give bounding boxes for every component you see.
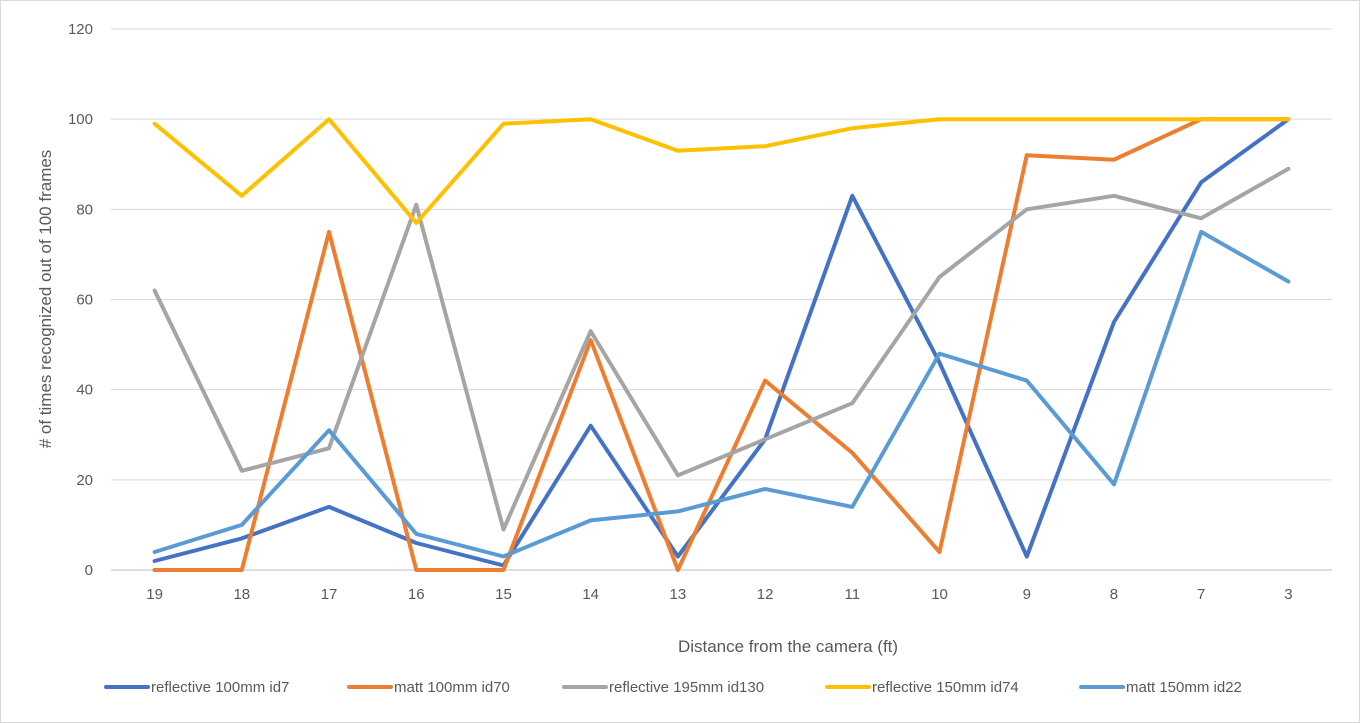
x-axis-ticks: 19 18 17 16 15 14 13 12 11 10 9 8 7 3 xyxy=(146,586,1292,603)
series-line xyxy=(152,229,1291,559)
series-line xyxy=(152,166,1291,532)
x-axis-title: Distance from the camera (ft) xyxy=(678,637,898,656)
y-tick-label: 120 xyxy=(68,21,93,38)
y-axis-ticks: 0 20 40 60 80 100 120 xyxy=(68,21,93,579)
x-tick-label: 8 xyxy=(1110,586,1118,603)
x-tick-label: 13 xyxy=(670,586,687,603)
x-tick-label: 7 xyxy=(1197,586,1205,603)
y-tick-label: 20 xyxy=(76,472,93,489)
y-axis-title: # of times recognized out of 100 frames xyxy=(36,150,55,449)
x-tick-label: 17 xyxy=(321,586,338,603)
legend-item: matt 100mm id70 xyxy=(347,679,510,696)
legend-label: matt 150mm id22 xyxy=(1126,679,1242,696)
legend-label: reflective 195mm id130 xyxy=(609,679,764,696)
x-tick-label: 10 xyxy=(931,586,948,603)
series-5 xyxy=(152,229,1291,559)
x-tick-label: 18 xyxy=(233,586,250,603)
series-2 xyxy=(152,117,1291,572)
series-line xyxy=(152,117,1291,568)
legend-item: reflective 150mm id74 xyxy=(825,679,1019,696)
gridlines xyxy=(111,28,1332,571)
x-tick-label: 16 xyxy=(408,586,425,603)
legend-item: reflective 100mm id7 xyxy=(104,679,289,696)
y-tick-label: 60 xyxy=(76,292,93,309)
y-tick-label: 40 xyxy=(76,382,93,399)
x-tick-label: 14 xyxy=(582,586,599,603)
series-line xyxy=(152,117,1291,572)
series-1 xyxy=(152,117,1291,568)
legend-item: reflective 195mm id130 xyxy=(562,679,764,696)
legend-label: reflective 150mm id74 xyxy=(872,679,1019,696)
x-tick-label: 9 xyxy=(1023,586,1031,603)
series-4 xyxy=(152,117,1291,225)
x-tick-label: 15 xyxy=(495,586,512,603)
y-tick-label: 0 xyxy=(85,562,93,579)
legend-label: matt 100mm id70 xyxy=(394,679,510,696)
y-tick-label: 100 xyxy=(68,111,93,128)
legend-label: reflective 100mm id7 xyxy=(151,679,289,696)
y-tick-label: 80 xyxy=(76,201,93,218)
legend-item: matt 150mm id22 xyxy=(1079,679,1242,696)
legend: reflective 100mm id7 matt 100mm id70 refle… xyxy=(104,679,1242,696)
x-tick-label: 19 xyxy=(146,586,163,603)
series-3 xyxy=(152,166,1291,532)
x-tick-label: 11 xyxy=(845,586,861,603)
series-line xyxy=(152,117,1291,225)
x-tick-label: 3 xyxy=(1284,586,1292,603)
x-tick-label: 12 xyxy=(757,586,774,603)
series-lines xyxy=(152,117,1291,572)
